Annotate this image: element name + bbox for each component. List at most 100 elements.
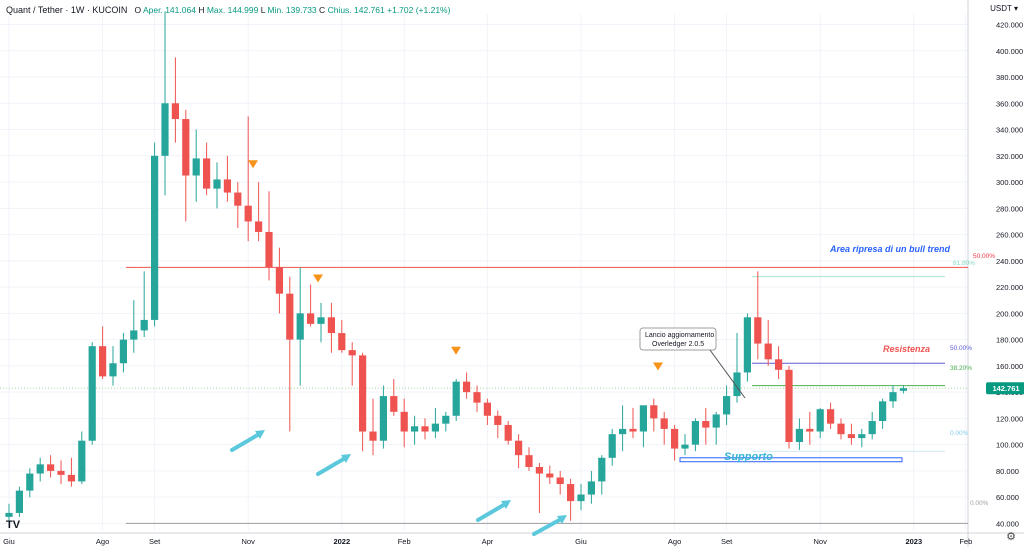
candle-body: [348, 350, 356, 356]
candle-body: [442, 415, 450, 424]
fib-0b-label: 0.00%: [950, 430, 969, 437]
tradingview-logo[interactable]: TV: [6, 519, 21, 531]
candle-body: [650, 405, 658, 419]
x-tick-label: Nov: [242, 537, 256, 546]
candle-body: [504, 424, 512, 441]
open-value: Aper. 141.064: [143, 5, 196, 15]
fib-618-label: 61.80%: [953, 260, 975, 267]
y-tick-label: 380.000: [996, 73, 1023, 82]
candle-body: [546, 473, 554, 478]
cyan-arrow-icon: [230, 431, 263, 452]
candle-body: [390, 396, 398, 412]
fib-0-label: 0.00%: [970, 500, 989, 507]
x-tick-label: Ago: [96, 537, 109, 546]
cyan-arrowhead-icon: [341, 454, 351, 463]
candle-body: [5, 512, 13, 517]
candle-body: [203, 158, 211, 189]
orange-arrow-icon: [451, 346, 461, 355]
candle-body: [130, 330, 138, 340]
candle-body: [182, 119, 190, 176]
y-tick-label: 100.000: [996, 441, 1023, 450]
candle-body: [899, 388, 907, 391]
fib-50-label: 50.00%: [973, 253, 995, 260]
candle-body: [775, 359, 783, 370]
candle-body: [379, 396, 387, 441]
candle-body: [795, 428, 803, 443]
x-tick-label: Feb: [959, 537, 972, 546]
candle-body: [754, 317, 762, 344]
candle-body: [879, 401, 887, 422]
candle-body: [151, 155, 159, 320]
cyan-arrow-icon: [476, 501, 509, 522]
candle-body: [837, 423, 845, 435]
high-value: Max. 144.999: [206, 5, 259, 15]
candle-body: [525, 455, 533, 467]
candle-body: [109, 363, 117, 377]
x-tick-label: Feb: [398, 537, 411, 546]
candle-body: [234, 192, 242, 206]
candle-body: [359, 355, 367, 432]
y-tick-label: 160.000: [996, 362, 1023, 371]
current-price-label: 142.761: [992, 384, 1019, 393]
candle-body: [660, 418, 668, 429]
candle-body: [702, 421, 710, 428]
candle-body: [317, 317, 325, 324]
candle-body: [858, 434, 866, 439]
candle-body: [889, 392, 897, 402]
orange-arrow-icon: [313, 274, 323, 283]
cyan-arrowhead-icon: [255, 430, 265, 439]
x-tick-label: Apr: [482, 537, 494, 546]
high-label: H: [198, 5, 205, 15]
candle-body: [494, 415, 502, 425]
candle-body: [47, 464, 55, 471]
cyan-arrow-icon: [316, 455, 349, 476]
candle-body: [244, 205, 252, 222]
y-tick-label: 240.000: [996, 257, 1023, 266]
candle-body: [223, 179, 231, 193]
candle-body: [255, 221, 263, 232]
candle-body: [598, 457, 606, 482]
candle-body: [369, 431, 377, 441]
y-tick-label: 180.000: [996, 336, 1023, 345]
currency-selector[interactable]: USDT ▾: [990, 4, 1018, 13]
candle-body: [67, 474, 75, 482]
trend-label: Area ripresa di un bull trend: [829, 244, 951, 254]
candle-body: [296, 313, 304, 340]
y-tick-label: 300.000: [996, 178, 1023, 187]
close-label: C: [319, 5, 326, 15]
candle-body: [140, 319, 148, 331]
candle-body: [868, 421, 876, 435]
candle-body: [286, 293, 294, 340]
candle-body: [171, 103, 179, 120]
candle-body: [338, 333, 346, 351]
gear-icon[interactable]: ⚙: [1006, 531, 1016, 543]
candle-body: [806, 428, 814, 432]
candle-body: [473, 392, 481, 403]
orange-arrow-icon: [653, 362, 663, 371]
candle-body: [57, 470, 65, 475]
candle-body: [411, 426, 419, 432]
y-tick-label: 400.000: [996, 47, 1023, 56]
candle-body: [515, 440, 523, 456]
candle-body: [743, 317, 751, 373]
candle-body: [535, 466, 543, 474]
y-tick-label: 360.000: [996, 99, 1023, 108]
x-tick-label: Giu: [575, 537, 587, 546]
callout-pointer: [709, 349, 746, 399]
orange-arrow-icon: [248, 160, 258, 169]
support-label: Supporto: [724, 451, 773, 463]
callout-text-2: Overledger 2.0.5: [652, 341, 704, 348]
resistance-label: Resistenza: [883, 344, 930, 354]
y-tick-label: 120.000: [996, 414, 1023, 423]
candle-body: [265, 231, 273, 268]
symbol-title[interactable]: Quant / Tether · 1W · KUCOIN: [6, 5, 128, 15]
candle-body: [400, 411, 408, 432]
cyan-arrowhead-icon: [501, 500, 511, 509]
candle-body: [119, 339, 127, 364]
candle-body: [639, 405, 647, 432]
x-tick-label: Giu: [3, 537, 15, 546]
candle-body: [421, 426, 429, 432]
candle-body: [847, 434, 855, 439]
candle-body: [629, 428, 637, 432]
